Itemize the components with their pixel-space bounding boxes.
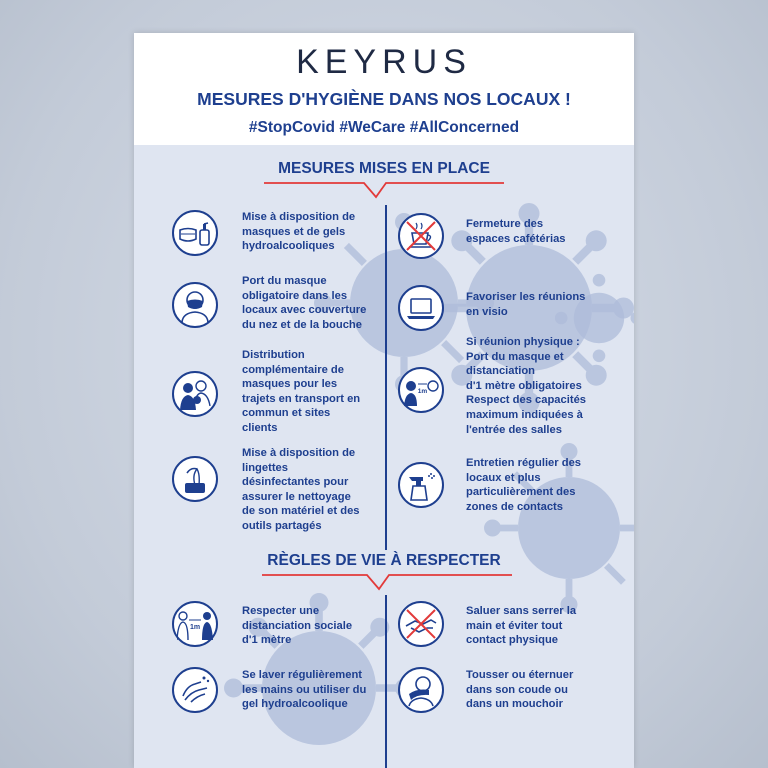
sneeze-elbow-icon — [398, 667, 444, 713]
section-title-measures: MESURES MISES EN PLACE — [278, 160, 490, 177]
measure-text: Mise à disposition de masques et de gels… — [242, 211, 356, 253]
no-coffee-icon — [398, 213, 444, 259]
spray-bottle-icon — [398, 462, 444, 508]
distance-1m-icon: 1m — [398, 367, 444, 413]
no-handshake-icon — [398, 601, 444, 647]
speech-bubble-underline — [262, 574, 512, 591]
rule-text: Tousser ou éternuer dans son coude ou da… — [466, 669, 574, 711]
measure-text: Distribution complémentaire de masques p… — [242, 349, 361, 434]
section-title-rules: RÈGLES DE VIE À RESPECTER — [267, 552, 501, 569]
measure-text: Si réunion physique : Port du masque et … — [466, 336, 587, 436]
hygiene-poster: KEYRUS MESURES D'HYGIÈNE DANS NOS LOCAUX… — [134, 33, 634, 768]
hashtags: #StopCovid #WeCare #AllConcerned — [248, 119, 520, 136]
virus-background-icon — [484, 443, 634, 613]
poster-title: MESURES D'HYGIÈNE DANS NOS LOCAUX ! — [197, 89, 571, 109]
measure-text: Entretien régulier des locaux et plus pa… — [466, 457, 582, 513]
column-divider — [385, 205, 387, 550]
keyrus-logo: KEYRUS — [296, 43, 472, 81]
measure-text: Favoriser les réunions en visio — [466, 291, 586, 318]
masked-face-icon — [172, 282, 218, 328]
poster-header: KEYRUS MESURES D'HYGIÈNE DANS NOS LOCAUX… — [134, 33, 634, 145]
social-distance-icon: 1m — [172, 601, 218, 647]
measure-text: Port du masque obligatoire dans les loca… — [242, 275, 367, 331]
one-meter-label: 1m — [418, 388, 428, 395]
speech-bubble-underline — [264, 182, 504, 199]
rule-text: Saluer sans serrer la main et éviter tou… — [466, 605, 577, 647]
one-meter-label: 1m — [190, 624, 200, 631]
rule-text: Se laver régulièrement les mains ou util… — [242, 669, 367, 711]
hand-washing-icon — [172, 667, 218, 713]
virus-background-icon — [554, 273, 634, 363]
commute-people-icon — [172, 371, 218, 417]
column-divider — [385, 595, 387, 768]
measure-text: Mise à disposition de lingettes désinfec… — [242, 447, 360, 532]
measure-text: Fermeture des espaces cafétérias — [466, 218, 566, 245]
wipes-icon — [172, 456, 218, 502]
mask-gel-icon — [172, 210, 218, 256]
rule-text: Respecter une distanciation sociale d'1 … — [242, 605, 353, 647]
laptop-icon — [398, 285, 444, 331]
